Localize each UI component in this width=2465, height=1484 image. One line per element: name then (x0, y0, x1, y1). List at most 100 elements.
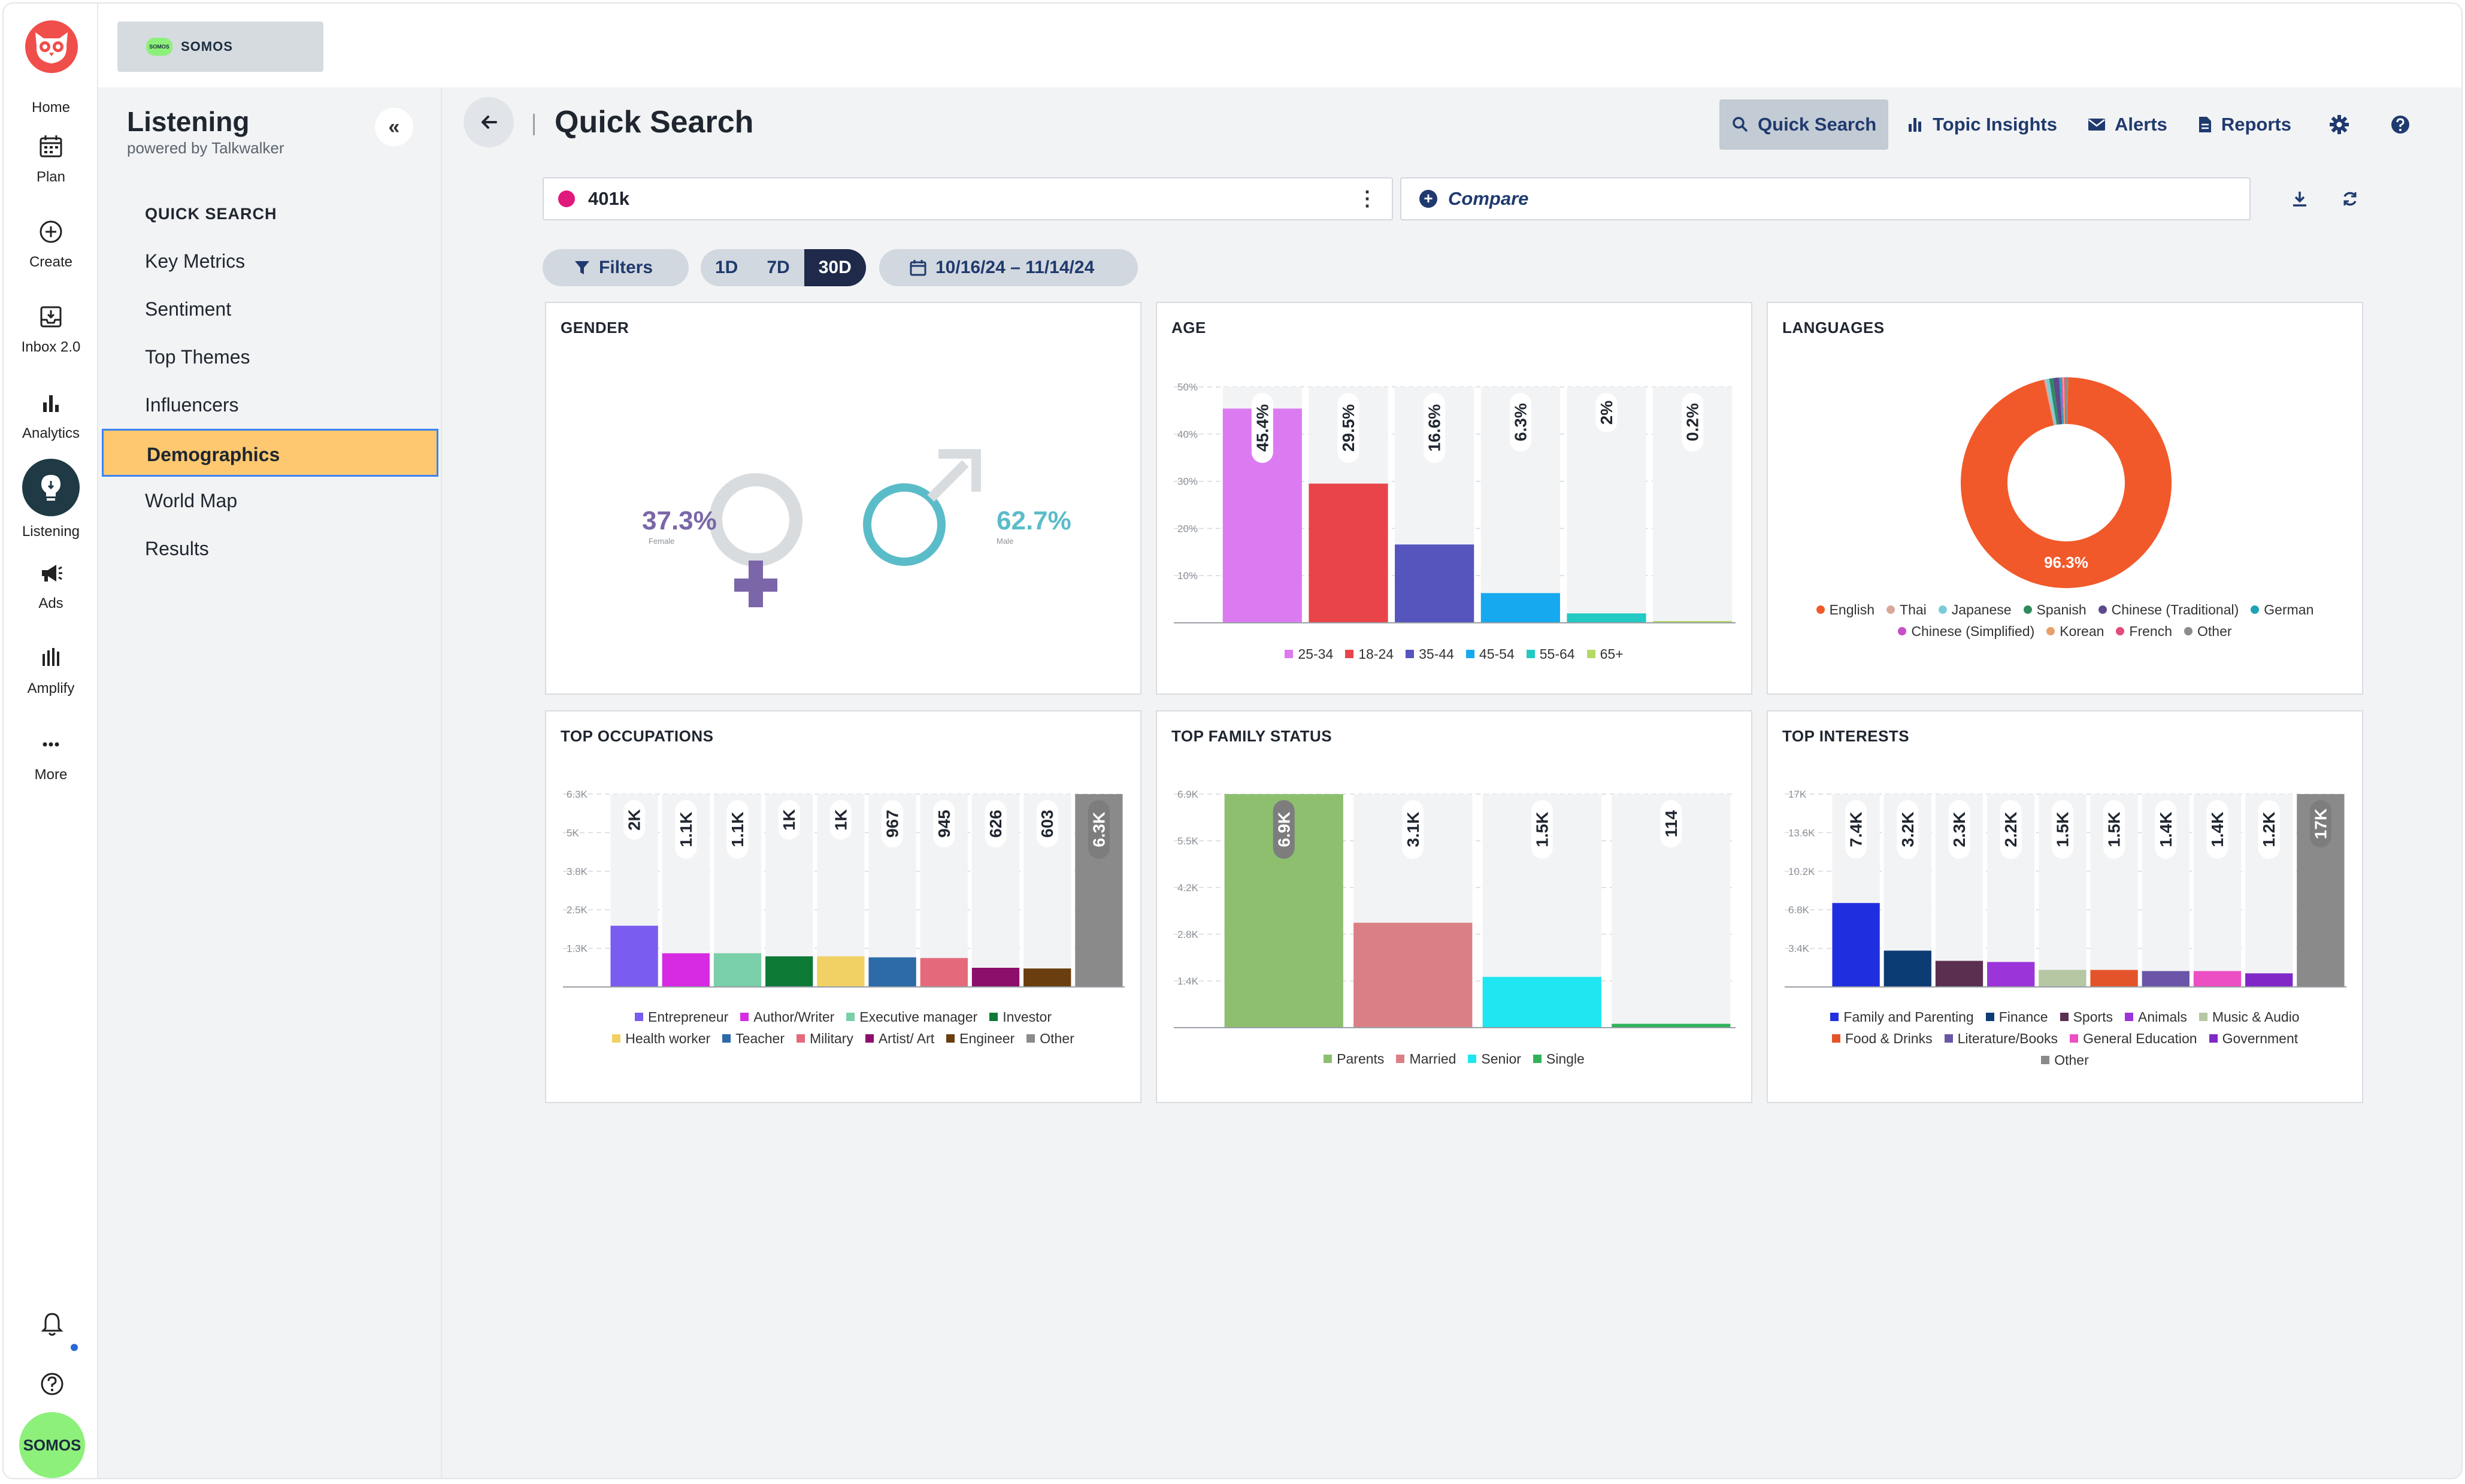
bar-18-24[interactable] (1309, 483, 1388, 623)
legend-item-engineer[interactable]: Engineer (946, 1028, 1015, 1049)
bar-literature-books[interactable] (2142, 971, 2190, 987)
bar-engineer[interactable] (1023, 968, 1071, 987)
download-button[interactable] (2278, 177, 2321, 220)
bar-food-drinks[interactable] (2090, 970, 2138, 987)
legend-item-sports[interactable]: Sports (2060, 1006, 2113, 1028)
owl-logo-icon[interactable] (25, 20, 78, 73)
legend-item-other[interactable]: Other (1026, 1028, 1074, 1049)
slice-thai[interactable] (2043, 379, 2055, 426)
bar-35-44[interactable] (1395, 544, 1474, 623)
legend-item-music-audio[interactable]: Music & Audio (2198, 1006, 2300, 1028)
legend-item-single[interactable]: Single (1533, 1048, 1585, 1070)
legend-item-parents[interactable]: Parents (1324, 1048, 1384, 1070)
bar-married[interactable] (1353, 922, 1473, 1028)
bar-65[interactable] (1653, 621, 1733, 623)
rail-ads[interactable]: Ads (4, 558, 98, 612)
legend-item-senior[interactable]: Senior (1468, 1048, 1521, 1070)
legend-item-author-writer[interactable]: Author/Writer (740, 1006, 834, 1028)
slice-korean[interactable] (2062, 377, 2066, 425)
legend-item-animals[interactable]: Animals (2125, 1006, 2187, 1028)
help-icon[interactable] (37, 1369, 67, 1399)
bar-military[interactable] (920, 958, 968, 987)
legend-item-executive-manager[interactable]: Executive manager (846, 1006, 977, 1028)
bar-health-worker[interactable] (817, 956, 865, 987)
legend-item-government[interactable]: Government (2209, 1028, 2298, 1049)
help-button[interactable] (2375, 99, 2425, 150)
legend-item-french[interactable]: French (2116, 620, 2172, 642)
legend-item-spanish[interactable]: Spanish (2023, 599, 2087, 620)
legend-item-teacher[interactable]: Teacher (722, 1028, 785, 1049)
collapse-nav-button[interactable]: « (375, 108, 413, 146)
bar-artist-art[interactable] (971, 968, 1020, 987)
avatar[interactable]: SOMOS (19, 1412, 85, 1478)
bar-senior[interactable] (1482, 977, 1601, 1028)
slice-japanese[interactable] (2046, 378, 2057, 425)
legend-item-chinese-traditional[interactable]: Chinese (Traditional) (2098, 599, 2239, 620)
query-input[interactable]: 401k ⋮ (543, 177, 1393, 220)
slice-english[interactable] (1961, 377, 2172, 588)
nav-item-world-map[interactable]: World Map (145, 490, 238, 511)
legend-item-military[interactable]: Military (796, 1028, 853, 1049)
range-7d[interactable]: 7D (767, 258, 790, 277)
bar-music-audio[interactable] (2039, 970, 2087, 987)
bar-45-54[interactable] (1480, 593, 1560, 623)
bar-finance[interactable] (1883, 950, 1931, 987)
legend-item-35-44[interactable]: 35-44 (1406, 643, 1454, 665)
legend-item-other[interactable]: Other (2041, 1049, 2089, 1071)
legend-item-literature-books[interactable]: Literature/Books (1944, 1028, 2058, 1049)
legend-item-artist-art[interactable]: Artist/ Art (865, 1028, 934, 1049)
workspace-switcher[interactable]: SOMOS SOMOS (117, 22, 323, 72)
legend-item-family-and-parenting[interactable]: Family and Parenting (1830, 1006, 1974, 1028)
nav-item-demographics[interactable]: Demographics (102, 429, 438, 477)
legend-item-general-education[interactable]: General Education (2070, 1028, 2197, 1049)
rail-more[interactable]: More (4, 729, 98, 783)
bar-investor[interactable] (765, 956, 813, 987)
range-30d[interactable]: 30D (804, 249, 866, 286)
legend-item-other[interactable]: Other (2184, 620, 2232, 642)
slice-german[interactable] (2059, 377, 2064, 425)
nav-item-influencers[interactable]: Influencers (145, 394, 239, 416)
bar-single[interactable] (1612, 1023, 1731, 1028)
refresh-button[interactable] (2328, 177, 2372, 220)
legend-item-entrepreneur[interactable]: Entrepreneur (634, 1006, 728, 1028)
bar-executive-manager[interactable] (713, 953, 762, 987)
topic-insights-button[interactable]: Topic Insights (1894, 99, 2069, 150)
legend-item-18-24[interactable]: 18-24 (1345, 643, 1394, 665)
quick-search-button[interactable]: Quick Search (1719, 99, 1889, 150)
reports-button[interactable]: Reports (2185, 99, 2303, 150)
filters-button[interactable]: Filters (543, 249, 689, 286)
bell-icon[interactable] (37, 1309, 67, 1339)
legend-item-korean[interactable]: Korean (2046, 620, 2104, 642)
legend-item-45-54[interactable]: 45-54 (1465, 643, 1515, 665)
legend-item-thai[interactable]: Thai (1886, 599, 1927, 620)
nav-item-results[interactable]: Results (145, 538, 209, 559)
legend-item-chinese-simplified[interactable]: Chinese (Simplified) (1898, 620, 2034, 642)
slice-french[interactable] (2064, 377, 2066, 425)
bar-sports[interactable] (1935, 961, 1983, 987)
range-1d[interactable]: 1D (715, 258, 738, 277)
slice-spanish[interactable] (2049, 378, 2059, 425)
legend-item-55-64[interactable]: 55-64 (1526, 643, 1575, 665)
legend-item-65[interactable]: 65+ (1586, 643, 1624, 665)
compare-input[interactable]: + Compare (1400, 177, 2251, 220)
legend-item-japanese[interactable]: Japanese (1938, 599, 2012, 620)
legend-item-health-worker[interactable]: Health worker (612, 1028, 710, 1049)
bar-animals[interactable] (1987, 962, 2035, 987)
rail-amplify[interactable]: Amplify (4, 643, 98, 697)
rail-inbox[interactable]: Inbox 2.0 (4, 302, 98, 356)
rail-home[interactable]: Home (4, 92, 98, 116)
legend-item-german[interactable]: German (2251, 599, 2313, 620)
legend-item-food-drinks[interactable]: Food & Drinks (1831, 1028, 1933, 1049)
nav-item-sentiment[interactable]: Sentiment (145, 298, 232, 320)
legend-item-finance[interactable]: Finance (1985, 1006, 2048, 1028)
nav-item-key-metrics[interactable]: Key Metrics (145, 250, 246, 272)
rail-listening[interactable]: Listening (4, 459, 98, 540)
back-button[interactable] (464, 97, 514, 147)
bar-government[interactable] (2245, 973, 2293, 987)
settings-button[interactable] (2314, 99, 2364, 150)
alerts-button[interactable]: Alerts (2075, 99, 2179, 150)
rail-create[interactable]: Create (4, 217, 98, 271)
legend-item-english[interactable]: English (1816, 599, 1875, 620)
bar-55-64[interactable] (1567, 613, 1646, 623)
legend-item-investor[interactable]: Investor (989, 1006, 1052, 1028)
